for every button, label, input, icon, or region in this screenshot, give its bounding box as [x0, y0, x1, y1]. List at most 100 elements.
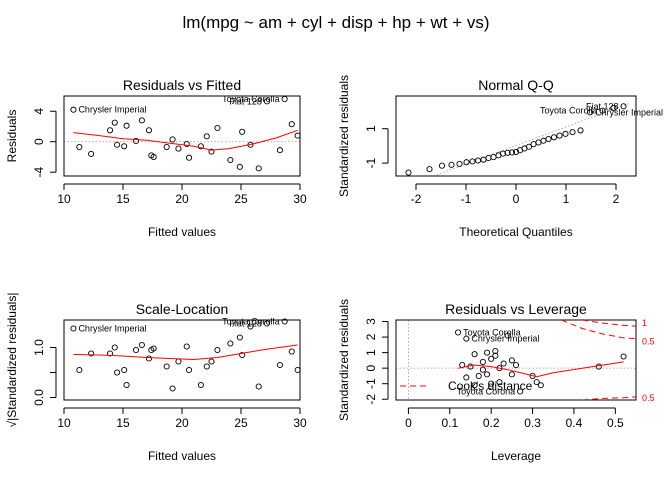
- point-label: Toyota Corona: [457, 386, 516, 396]
- data-point: [239, 128, 246, 135]
- data-point: [405, 169, 412, 176]
- data-point: [294, 366, 301, 374]
- data-point: [463, 335, 470, 342]
- panel-residuals-vs-fitted: Residuals vs Fitted 10 15 20 25 30 Fitted valu…: [5, 77, 307, 239]
- data-point: [496, 379, 503, 386]
- point-label: Toyota Corolla: [222, 317, 280, 327]
- data-point: [471, 382, 478, 389]
- data-point: [227, 340, 234, 347]
- y-tick-label: 0: [364, 364, 378, 371]
- point-label: Chrysler Imperial: [78, 324, 146, 334]
- data-point: [294, 132, 301, 139]
- data-point: [255, 383, 262, 390]
- cooks-distance-contour: [582, 396, 636, 400]
- data-points: [70, 95, 301, 172]
- data-point: [517, 388, 524, 395]
- x-tick-label: 15: [116, 416, 130, 430]
- data-point: [214, 346, 221, 354]
- data-point: [88, 150, 95, 157]
- smooth-line: [73, 344, 298, 361]
- data-point: [456, 160, 463, 168]
- data-point: [490, 154, 497, 161]
- data-point: [525, 143, 533, 150]
- data-point: [76, 366, 83, 374]
- data-point: [492, 352, 499, 359]
- y-tick-label: -2: [364, 394, 378, 405]
- panel-residuals-vs-leverage: Residuals vs Leverage 0 0.1 0.2 0.3 0.4 0.5 Lev…: [337, 299, 655, 463]
- data-point: [263, 98, 271, 105]
- y-tick-label: 1: [364, 349, 378, 356]
- plot-area: [395, 95, 637, 177]
- data-point: [186, 366, 193, 374]
- x-axis-label: Theoretical Quantiles: [459, 225, 572, 239]
- data-point: [145, 127, 153, 134]
- x-tick-label: 20: [175, 192, 189, 206]
- data-point: [203, 363, 210, 370]
- data-point: [479, 366, 486, 373]
- data-point: [197, 143, 204, 150]
- data-point: [577, 127, 584, 134]
- y-axis-label: Standardized residuals: [337, 299, 351, 421]
- data-point: [227, 156, 234, 164]
- data-point: [504, 149, 511, 156]
- panel-normal-qq: Normal Q-Q -2 -1 0 1 2 Theoretical Quantiles -1…: [337, 75, 663, 239]
- data-point: [479, 358, 486, 365]
- data-point: [263, 320, 271, 327]
- data-point: [281, 95, 288, 103]
- data-point: [535, 139, 542, 146]
- y-axis-label: √|Standardized residuals|: [5, 293, 19, 428]
- data-point: [288, 348, 295, 355]
- data-point: [530, 141, 537, 148]
- data-point: [537, 382, 544, 389]
- data-point: [533, 379, 540, 386]
- panel-title: Normal Q-Q: [478, 77, 554, 93]
- data-point: [488, 380, 495, 387]
- panel-title: Residuals vs Fitted: [123, 77, 241, 93]
- x-tick-label: 0.4: [566, 416, 583, 430]
- data-point: [88, 350, 95, 357]
- x-tick-label: 0: [513, 192, 520, 206]
- smooth-line: [458, 361, 624, 378]
- point-label: Toyota Corolla: [540, 106, 598, 116]
- y-tick-label: 0.0: [32, 389, 46, 406]
- data-point: [70, 325, 77, 332]
- data-point: [132, 346, 140, 354]
- y-tick-label: 1.0: [32, 339, 46, 356]
- data-point: [183, 140, 190, 148]
- x-tick-label: 25: [234, 416, 248, 430]
- data-point: [169, 385, 176, 392]
- data-point: [138, 341, 145, 349]
- data-point: [236, 334, 243, 341]
- x-tick-label: 25: [234, 192, 248, 206]
- data-point: [247, 323, 254, 330]
- y-tick-label: 3: [364, 318, 378, 325]
- data-point: [545, 135, 552, 143]
- data-point: [620, 103, 627, 110]
- point-label: Fiat 128: [586, 101, 619, 111]
- y-tick-label: 4: [32, 108, 46, 115]
- data-point: [163, 363, 170, 370]
- data-point: [448, 161, 455, 168]
- data-point: [276, 361, 283, 369]
- data-point: [186, 154, 193, 161]
- data-point: [508, 357, 515, 364]
- figure-title: lm(mpg ~ am + cyl + disp + hp + wt + vs): [182, 13, 489, 32]
- point-label: Chrysler Imperial: [595, 107, 663, 117]
- x-tick-label: 30: [293, 416, 307, 430]
- panel-title: Scale-Location: [136, 301, 229, 317]
- data-point: [426, 166, 433, 173]
- data-point: [111, 344, 118, 351]
- data-point: [463, 374, 470, 381]
- data-point: [236, 163, 243, 170]
- data-point: [145, 355, 153, 362]
- data-point: [150, 153, 157, 161]
- data-point: [540, 137, 547, 144]
- data-point: [469, 158, 476, 165]
- point-label: Fiat 128: [229, 96, 262, 106]
- data-point: [512, 361, 520, 369]
- data-point: [175, 145, 182, 152]
- x-tick-label: 20: [175, 416, 189, 430]
- data-point: [114, 141, 121, 148]
- x-tick-label: 15: [116, 192, 130, 206]
